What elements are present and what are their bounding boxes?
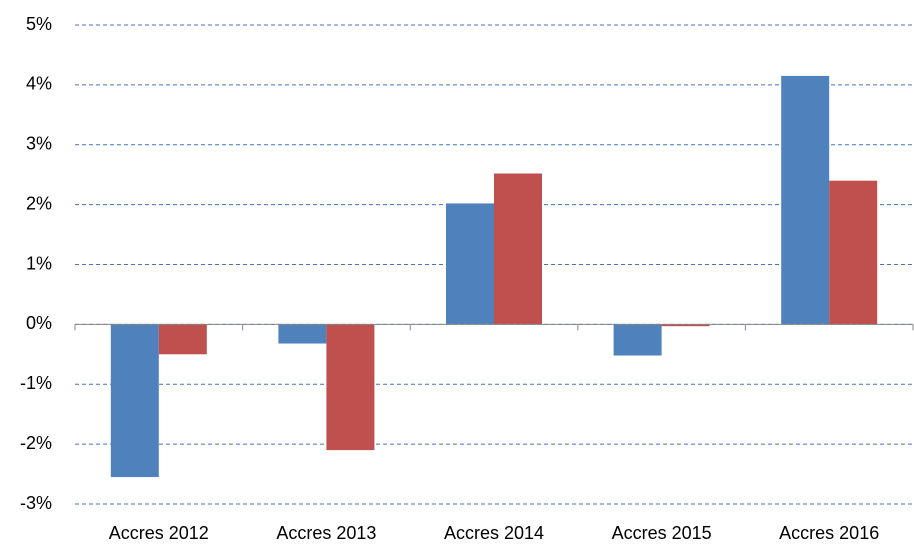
y-tick-label: 2% <box>26 193 52 213</box>
bar <box>613 324 662 356</box>
bar <box>494 173 542 325</box>
bar <box>781 75 830 325</box>
y-tick-label: 1% <box>26 253 52 273</box>
bar <box>326 324 375 451</box>
bar <box>829 180 878 325</box>
bar <box>158 324 207 355</box>
x-tick-label: Accres 2013 <box>276 523 376 543</box>
bar <box>110 324 159 478</box>
y-tick-label: 0% <box>26 313 52 333</box>
bar <box>446 203 494 325</box>
bar <box>661 324 710 327</box>
y-tick-label: -1% <box>20 373 52 393</box>
x-tick-label: Accres 2016 <box>779 523 879 543</box>
y-tick-label: -3% <box>20 493 52 513</box>
bar <box>278 324 327 344</box>
x-tick-label: Accres 2012 <box>109 523 209 543</box>
x-tick-label: Accres 2014 <box>444 523 544 543</box>
y-tick-label: 4% <box>26 74 52 94</box>
y-tick-label: 3% <box>26 134 52 154</box>
y-tick-label: -2% <box>20 433 52 453</box>
y-tick-label: 5% <box>26 14 52 34</box>
x-tick-label: Accres 2015 <box>612 523 712 543</box>
